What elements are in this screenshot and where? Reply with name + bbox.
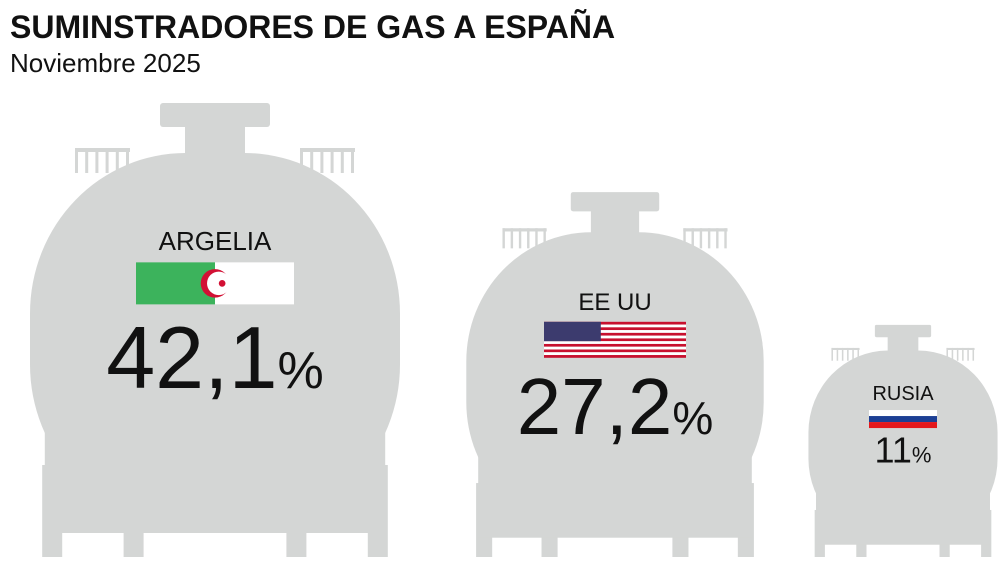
tank-rail xyxy=(310,148,314,173)
flag-part xyxy=(544,338,686,342)
tank-rail xyxy=(105,148,109,173)
tank: EE UU 27,2% xyxy=(466,192,764,557)
tank-rail xyxy=(683,228,686,249)
tank-rail xyxy=(320,148,324,173)
tank-rail xyxy=(535,228,538,249)
tank-rail xyxy=(946,347,975,350)
tank-rail xyxy=(716,228,719,249)
chart-title: SUMINSTRADORES DE GAS A ESPAÑA xyxy=(10,9,615,45)
tank-rail xyxy=(841,347,844,361)
tank-rail xyxy=(95,148,99,173)
tank-rail xyxy=(836,347,839,361)
tank-rail xyxy=(847,347,849,361)
tank-rail xyxy=(962,347,964,361)
chart-subtitle: Noviembre 2025 xyxy=(10,48,201,78)
tank-rail xyxy=(724,228,727,249)
value-label: 27,2% xyxy=(517,362,714,451)
value-label: 11% xyxy=(875,429,932,470)
tank-rail xyxy=(75,148,78,173)
tank-rail xyxy=(707,228,711,249)
category-label: RUSIA xyxy=(872,383,934,405)
tank-rail xyxy=(75,148,130,152)
flag-part xyxy=(544,349,686,353)
flag-part xyxy=(544,335,686,339)
tank: ARGELIA 42,1% xyxy=(30,103,400,557)
tank-rail xyxy=(831,347,833,361)
tank-rail xyxy=(351,148,354,173)
tank-rail xyxy=(126,148,129,173)
flag-part xyxy=(544,332,686,336)
tank-rail xyxy=(967,347,969,361)
tank-cap xyxy=(874,324,932,338)
tank-rail xyxy=(115,148,119,173)
tank: RUSIA 11% xyxy=(808,324,998,557)
flag-part xyxy=(544,355,686,358)
tank-rail xyxy=(683,228,728,232)
tank-rail xyxy=(502,228,547,232)
tank-rail xyxy=(330,148,334,173)
tank-rail xyxy=(852,347,854,361)
tank-body xyxy=(30,153,400,525)
value-label: 42,1% xyxy=(106,308,324,407)
tank-rail xyxy=(699,228,703,249)
tank-rail xyxy=(300,148,355,152)
tank-body xyxy=(466,232,764,532)
tank-rail xyxy=(300,148,303,173)
category-label: ARGELIA xyxy=(159,226,272,256)
flag-part xyxy=(869,416,937,423)
flag-part xyxy=(218,280,226,287)
tank-rail xyxy=(85,148,89,173)
category-label: EE UU xyxy=(578,289,651,316)
tank-rail xyxy=(972,347,975,361)
flag-part xyxy=(544,343,686,347)
flag-part xyxy=(207,271,231,296)
tank-rail xyxy=(340,148,344,173)
tank-rail xyxy=(510,228,514,249)
flag-part xyxy=(869,422,937,429)
flag-part xyxy=(544,330,686,333)
flag-part xyxy=(544,327,686,331)
tank-rail xyxy=(951,347,954,361)
flag-part xyxy=(544,341,686,344)
flag-part xyxy=(544,321,686,325)
tank-rail xyxy=(857,347,860,361)
tank-rail xyxy=(831,347,860,350)
flag-part xyxy=(544,321,601,342)
tank-rail xyxy=(502,228,505,249)
tank-rail xyxy=(956,347,959,361)
flag-part xyxy=(544,352,686,356)
tank-body xyxy=(808,350,998,541)
tank-cap xyxy=(570,192,660,212)
flag-part xyxy=(544,346,686,350)
tank-rail xyxy=(946,347,948,361)
tank-rail xyxy=(543,228,546,249)
tank-neck xyxy=(887,332,919,354)
tank-cap xyxy=(160,103,270,127)
flag-part xyxy=(869,410,937,417)
tank-rail xyxy=(518,228,522,249)
tank-rail xyxy=(691,228,694,249)
flag-part xyxy=(544,324,686,328)
tank-rail xyxy=(527,228,530,249)
